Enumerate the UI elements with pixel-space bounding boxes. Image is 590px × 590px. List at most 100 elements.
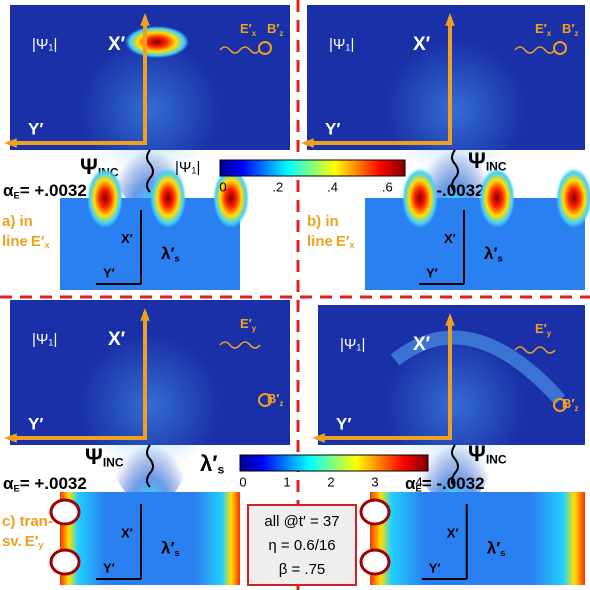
inset-quantity: λ′s bbox=[161, 539, 180, 558]
incident-label-sub: INC bbox=[103, 456, 124, 470]
inset-x-label: X′ bbox=[121, 525, 133, 540]
info-line: all @t′ = 37 bbox=[264, 513, 339, 530]
caption-field: E′ bbox=[31, 233, 45, 250]
b-field-marker bbox=[553, 398, 567, 412]
y-axis-label: Y′ bbox=[336, 414, 351, 433]
caption-field-sub: x bbox=[349, 240, 354, 250]
arrow-head bbox=[4, 138, 17, 148]
inset-quantity-symbol: λ′ bbox=[487, 539, 501, 558]
inset-x-label: X′ bbox=[121, 231, 133, 246]
norm-label: |Ψ₁| bbox=[340, 336, 365, 353]
info-box bbox=[247, 504, 357, 586]
alpha-label-sub: E bbox=[13, 191, 19, 201]
incident-wave bbox=[451, 149, 459, 193]
arrow-head bbox=[445, 13, 455, 26]
caption-text: sv. bbox=[2, 533, 22, 550]
inset-x-label: X′ bbox=[447, 525, 459, 540]
colorbar-label: λ′s bbox=[200, 451, 225, 477]
inset-y-label: Y′ bbox=[103, 560, 115, 575]
inset-quantity-sub: s bbox=[175, 548, 180, 558]
e-field-label: E′x bbox=[240, 21, 257, 38]
field-wave bbox=[514, 346, 556, 354]
alpha-label-value: = +.0032 bbox=[20, 474, 87, 493]
norm-label: |Ψ₁| bbox=[329, 36, 354, 53]
colorbar-tick: 2 bbox=[327, 474, 334, 489]
norm-label: |Ψ₁| bbox=[32, 36, 57, 53]
inset-peak bbox=[49, 548, 81, 576]
caption: b) in bbox=[307, 213, 339, 230]
inset-map bbox=[365, 198, 585, 290]
alpha-label-symbol: α bbox=[405, 474, 416, 493]
x-axis-label: X′ bbox=[413, 34, 431, 55]
colorbar-tick: .2 bbox=[272, 179, 283, 194]
inset-y-label: Y′ bbox=[429, 560, 441, 575]
inset-map bbox=[370, 492, 585, 585]
incident-label-symbol: Ψ bbox=[468, 441, 486, 466]
b-field-label: B′z bbox=[267, 21, 284, 38]
inset-quantity-sub: s bbox=[498, 254, 503, 264]
inset-peak bbox=[87, 168, 123, 228]
alpha-label-symbol: α bbox=[3, 181, 14, 200]
y-axis-label: Y′ bbox=[28, 119, 43, 138]
e-field-sub: x bbox=[252, 29, 257, 38]
incident-wave bbox=[146, 444, 154, 488]
caption-field-sub: x bbox=[44, 240, 49, 250]
inset-quantity-symbol: λ′ bbox=[484, 245, 498, 264]
arrow-head bbox=[312, 433, 325, 443]
inset-y-label: Y′ bbox=[426, 265, 438, 280]
inset-quantity-sub: s bbox=[500, 548, 505, 558]
arrow-head bbox=[140, 308, 150, 321]
caption-field-sub: y bbox=[38, 540, 43, 550]
inset-map bbox=[60, 198, 240, 290]
field-wave bbox=[219, 46, 261, 54]
inset-peak bbox=[402, 168, 438, 228]
caption: c) tran- bbox=[2, 513, 53, 530]
alpha-label: αE= +.0032 bbox=[3, 474, 87, 493]
incident-label-symbol: Ψ bbox=[85, 444, 103, 469]
e-field-symbol: E′ bbox=[535, 21, 547, 36]
caption: line E′x bbox=[307, 233, 354, 250]
b-field-marker bbox=[258, 393, 272, 407]
inset-peak bbox=[150, 168, 186, 228]
incident-label-sub: INC bbox=[486, 453, 507, 467]
caption: line E′x bbox=[2, 233, 49, 250]
e-field-label: E′y bbox=[535, 321, 552, 338]
info-line: β = .75 bbox=[279, 561, 326, 578]
colorbar-tick: .4 bbox=[327, 179, 338, 194]
e-field-sub: x bbox=[547, 29, 552, 38]
inset-quantity: λ′s bbox=[487, 539, 506, 558]
caption: a) in bbox=[2, 213, 33, 230]
field-wave bbox=[219, 341, 261, 349]
inset-quantity: λ′s bbox=[484, 245, 503, 264]
alpha-label: αE= -.0032 bbox=[405, 474, 485, 493]
colorbar-tick: 3 bbox=[371, 474, 378, 489]
arc-glow bbox=[390, 330, 566, 405]
inset-peak bbox=[479, 168, 515, 228]
b-field-sub: z bbox=[575, 29, 579, 38]
info-line: η = 0.6/16 bbox=[268, 537, 335, 554]
b-field-sub: z bbox=[575, 404, 579, 413]
y-axis-label: Y′ bbox=[28, 414, 43, 433]
colorbar-tick: 1 bbox=[283, 474, 290, 489]
incident-label-symbol: Ψ bbox=[80, 154, 98, 179]
x-axis-label: X′ bbox=[413, 334, 431, 355]
alpha-label-sub: E bbox=[415, 484, 421, 494]
inset-x-label: X′ bbox=[444, 231, 456, 246]
colorbar-label: |Ψ₁| bbox=[175, 159, 200, 176]
e-field-sub: y bbox=[252, 324, 257, 333]
caption-text: line bbox=[2, 233, 28, 250]
inset-quantity-symbol: λ′ bbox=[161, 245, 175, 264]
x-axis-label: X′ bbox=[108, 34, 126, 55]
inset-quantity-sub: s bbox=[175, 254, 180, 264]
e-field-sub: y bbox=[547, 329, 552, 338]
inset-peak bbox=[556, 168, 590, 228]
inset-peak bbox=[359, 498, 391, 526]
inset-peak bbox=[49, 498, 81, 526]
inset-map bbox=[60, 492, 240, 585]
e-field-label: E′y bbox=[240, 316, 257, 333]
caption-field: E′ bbox=[336, 233, 350, 250]
b-field-symbol: B′ bbox=[267, 21, 280, 36]
incident-label-symbol: Ψ bbox=[468, 148, 486, 173]
